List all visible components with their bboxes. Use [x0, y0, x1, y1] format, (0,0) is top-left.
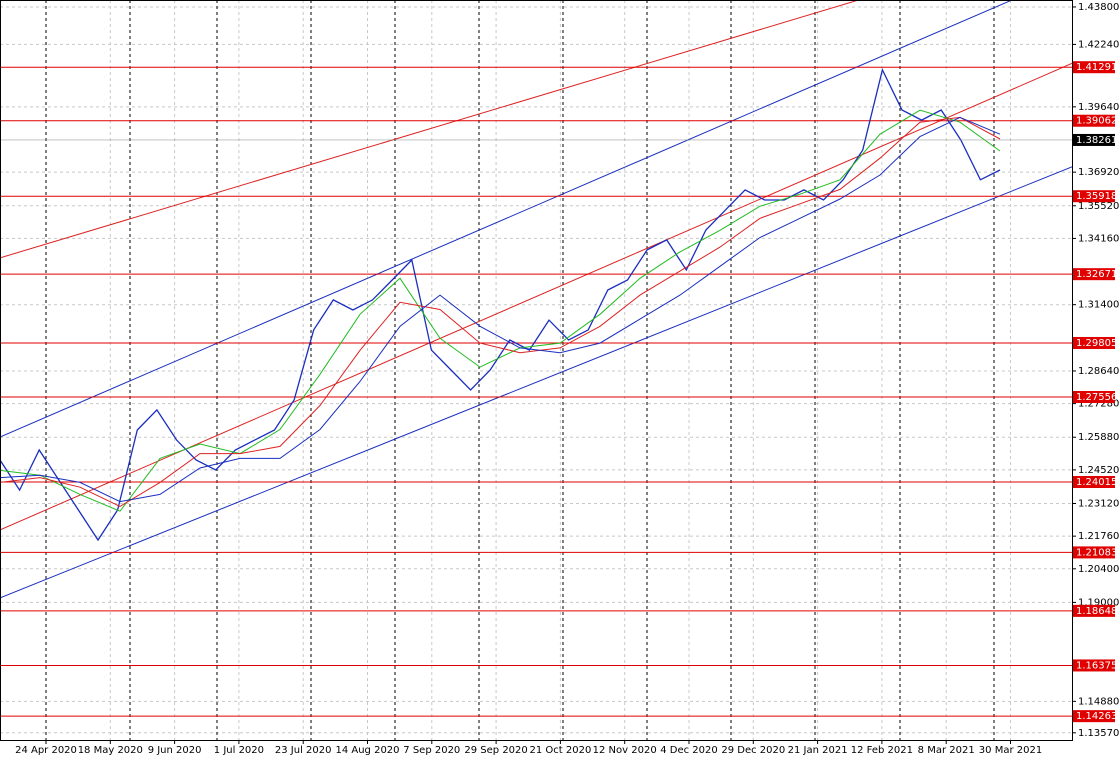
y-tick-label: 1.39640 [1078, 102, 1119, 113]
y-tick-label: 1.19000 [1078, 597, 1119, 608]
level-tag [1073, 190, 1115, 203]
y-tick-label: 1.28640 [1078, 366, 1119, 377]
y-tick-label: 1.34160 [1078, 233, 1119, 244]
current-price-label: 1.38261 [1076, 135, 1117, 146]
x-tick-label: 30 Mar 2021 [979, 745, 1042, 756]
y-tick-label: 1.21760 [1078, 531, 1119, 542]
x-tick-label: 12 Nov 2020 [593, 745, 657, 756]
level-tag [1073, 114, 1115, 127]
y-tick-label: 1.14880 [1078, 696, 1119, 707]
y-tick-label: 1.35520 [1078, 201, 1119, 212]
level-label: 1.21083 [1076, 547, 1117, 558]
level-tag [1073, 336, 1115, 349]
level-label: 1.32671 [1076, 269, 1117, 280]
y-tick-label: 1.20400 [1078, 564, 1119, 575]
x-tick-label: 4 Dec 2020 [660, 745, 718, 756]
series-line [0, 116, 1001, 503]
level-label: 1.18648 [1076, 606, 1117, 617]
x-tick-label: 29 Sep 2020 [464, 745, 527, 756]
level-tag [1073, 710, 1115, 723]
x-tick-label: 24 Apr 2020 [15, 745, 77, 756]
x-tick-label: 12 Feb 2021 [851, 745, 913, 756]
plot-area [0, 0, 1072, 717]
y-tick-label: 1.25880 [1078, 432, 1119, 443]
y-tick-label: 1.27280 [1078, 399, 1119, 410]
level-tag [1073, 268, 1115, 281]
level-label: 1.24015 [1076, 477, 1117, 488]
y-tick-label: 1.23120 [1078, 498, 1119, 509]
level-label: 1.27556 [1076, 392, 1117, 403]
axes: 1.43800 1.42240 1.39640 1.36920 1.35520 1.341… [15, 2, 1119, 756]
level-tag [1073, 476, 1115, 489]
y-tick-label: 1.24520 [1078, 465, 1119, 476]
x-tick-label: 23 Jul 2020 [275, 745, 332, 756]
level-label: 1.16375 [1076, 660, 1117, 671]
level-tag [1073, 546, 1115, 559]
trendline [0, 0, 861, 259]
trendline [0, 166, 1072, 599]
y-tick-label: 1.13570 [1078, 728, 1119, 739]
x-tick-label: 7 Sep 2020 [403, 745, 460, 756]
level-label: 1.29805 [1076, 338, 1117, 349]
level-label: 1.35918 [1076, 191, 1117, 202]
x-tick-label: 29 Dec 2020 [721, 745, 785, 756]
level-tag [1073, 390, 1115, 403]
series-line [0, 109, 1001, 512]
level-label: 1.14263 [1076, 711, 1117, 722]
y-tick-label: 1.36920 [1078, 167, 1119, 178]
series-line [0, 68, 1001, 542]
level-tag [1073, 604, 1115, 617]
x-tick-label: 21 Jan 2021 [788, 745, 848, 756]
level-tag [1073, 61, 1115, 74]
y-tick-label: 1.31400 [1078, 300, 1119, 311]
level-label: 1.41291 [1076, 62, 1117, 73]
current-price-tag [1073, 133, 1115, 146]
level-label: 1.39062 [1076, 116, 1117, 127]
x-tick-label: 9 Jun 2020 [148, 745, 202, 756]
x-tick-label: 18 May 2020 [78, 745, 143, 756]
x-tick-label: 1 Jul 2020 [214, 745, 264, 756]
x-tick-label: 14 Aug 2020 [335, 745, 399, 756]
trendline [0, 0, 1014, 438]
x-tick-label: 8 Mar 2021 [918, 745, 975, 756]
x-tick-label: 21 Oct 2020 [529, 745, 591, 756]
y-tick-label: 1.42240 [1078, 39, 1119, 50]
level-tag [1073, 659, 1115, 672]
y-tick-label: 1.43800 [1078, 2, 1119, 13]
series-line [0, 116, 1001, 507]
